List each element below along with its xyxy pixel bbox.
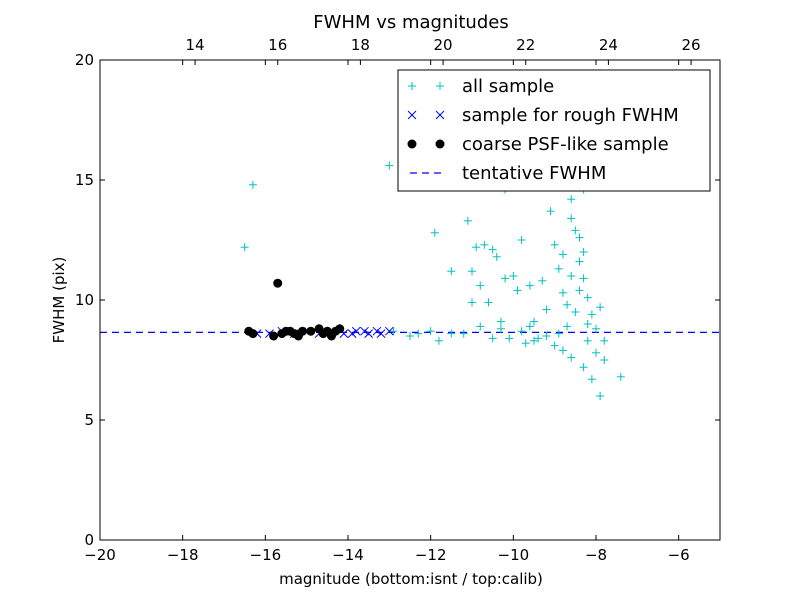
legend-label: all sample bbox=[462, 76, 554, 97]
y-tick-label: 5 bbox=[84, 411, 94, 429]
x-tick-label: −10 bbox=[498, 546, 530, 564]
x-tick-label: −12 bbox=[415, 546, 447, 564]
legend-label: coarse PSF-like sample bbox=[462, 134, 669, 155]
rough-sample-point-b bbox=[372, 326, 382, 336]
y-tick-label: 20 bbox=[75, 51, 94, 69]
rough-sample-point-b bbox=[364, 329, 374, 338]
top-x-tick-label: 24 bbox=[599, 36, 618, 54]
plot-area bbox=[100, 116, 720, 400]
legend-psf-sample-marker bbox=[407, 139, 417, 149]
legend-label: tentative FWHM bbox=[462, 163, 606, 184]
x-tick-label: −18 bbox=[167, 546, 199, 564]
legend-psf-sample-marker bbox=[435, 139, 445, 149]
x-tick-label: −14 bbox=[332, 546, 364, 564]
psf-sample-point bbox=[298, 326, 308, 336]
psf-sample-point bbox=[273, 278, 283, 288]
top-x-tick-label: 22 bbox=[516, 36, 535, 54]
x-tick-label: −16 bbox=[250, 546, 282, 564]
top-x-tick-label: 20 bbox=[434, 36, 453, 54]
legend-rough-sample-marker-b bbox=[407, 110, 417, 120]
rough-sample-point-b bbox=[265, 329, 274, 338]
y-tick-label: 10 bbox=[75, 291, 94, 309]
legend-label: sample for rough FWHM bbox=[462, 105, 679, 126]
top-x-tick-label: 14 bbox=[186, 36, 205, 54]
top-x-tick-label: 26 bbox=[682, 36, 701, 54]
x-axis-label: magnitude (bottom:isnt / top:calib) bbox=[279, 570, 543, 588]
rough-sample-point-b bbox=[347, 329, 357, 338]
legend: all sample sample for rough FWHM coarse PS… bbox=[397, 69, 711, 192]
rough-sample-point-b bbox=[339, 329, 349, 338]
rough-sample-point-b bbox=[351, 326, 361, 336]
y-axis-label: FWHM (pix) bbox=[50, 257, 68, 344]
chart-title: FWHM vs magnitudes bbox=[313, 12, 508, 33]
x-tick-label: −6 bbox=[668, 546, 690, 564]
y-tick-label: 0 bbox=[84, 531, 94, 549]
rough-sample-point-b bbox=[360, 326, 369, 336]
top-x-tick-label: 18 bbox=[351, 36, 370, 54]
rough-sample-point-b bbox=[376, 329, 386, 338]
x-tick-label: −8 bbox=[585, 546, 607, 564]
legend-rough-sample-marker-b bbox=[435, 110, 445, 120]
psf-sample-point bbox=[248, 329, 258, 339]
y-tick-label: 15 bbox=[75, 171, 94, 189]
psf-sample-point bbox=[306, 326, 316, 336]
psf-sample-point bbox=[335, 324, 345, 334]
axes: −20 −18 −16 −14 −12 −10 −8 −6 0 5 10 15 20 14 16 18 20 22… bbox=[75, 36, 720, 564]
legend-box bbox=[397, 69, 711, 192]
rough-sample-point-b bbox=[384, 326, 394, 336]
top-x-tick-label: 16 bbox=[268, 36, 287, 54]
x-tick-label: −20 bbox=[84, 546, 116, 564]
psf-sample-point bbox=[269, 331, 279, 341]
